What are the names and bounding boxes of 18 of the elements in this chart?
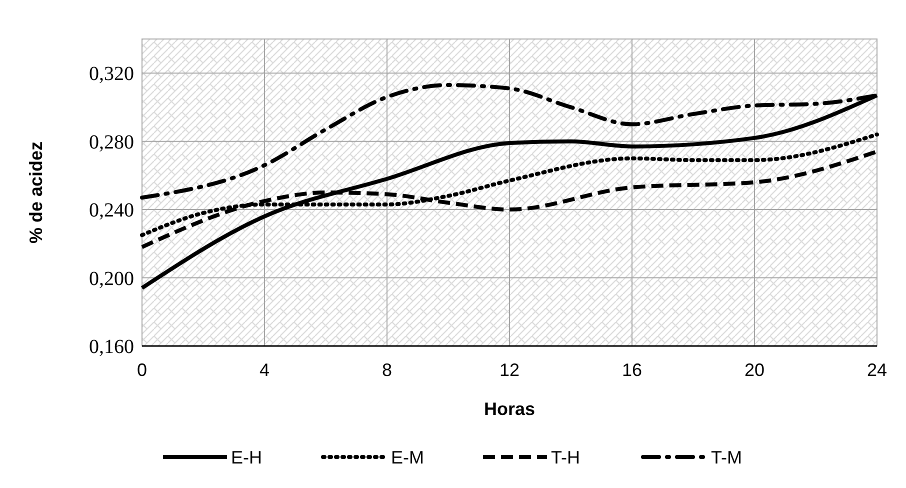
x-tick-label: 4 (259, 360, 270, 380)
y-tick-label: 0,200 (89, 268, 134, 290)
y-tick-label: 0,280 (89, 131, 134, 154)
x-tick-label: 16 (622, 360, 642, 380)
x-tick-label: 12 (499, 360, 520, 380)
x-axis-title: Horas (484, 399, 536, 419)
y-tick-label: 0,240 (89, 200, 134, 222)
legend-label: E-M (391, 447, 424, 468)
x-tick-label: 8 (382, 360, 392, 380)
y-tick-label: 0,160 (89, 336, 134, 358)
x-tick-label: 24 (866, 360, 888, 380)
legend-label: T-H (551, 447, 580, 468)
y-tick-label: 0,320 (89, 63, 134, 86)
legend-label: E-H (231, 447, 262, 468)
legend-label: T-M (711, 447, 742, 468)
x-tick-label: 0 (136, 360, 148, 380)
y-axis-title: % de acidez (26, 141, 46, 244)
x-tick-label: 20 (744, 360, 765, 380)
